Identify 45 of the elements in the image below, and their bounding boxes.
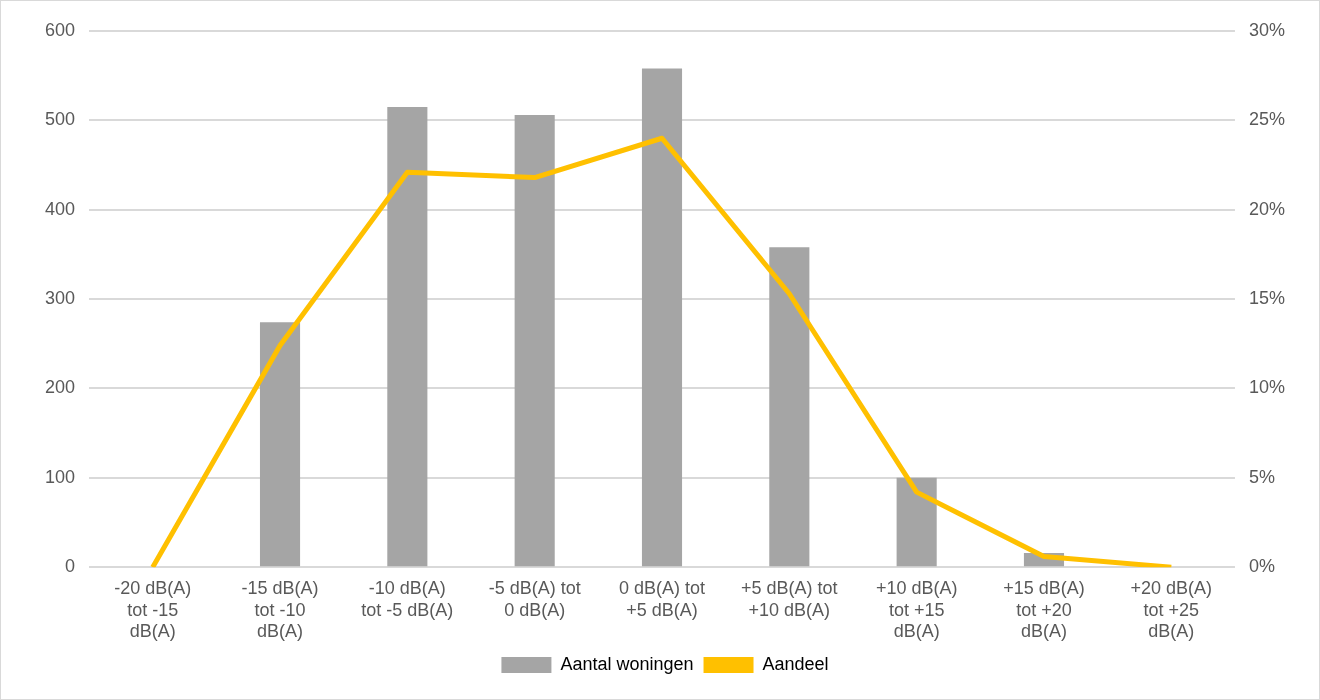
y2-tick-label: 5% [1248, 466, 1275, 487]
category-label: -20 dB(A) [114, 577, 192, 598]
category-label: tot +20 [1016, 599, 1072, 620]
legend-label: Aantal woningen [560, 653, 694, 674]
category-label: dB(A) [1148, 621, 1195, 642]
y2-tick-label: 20% [1248, 198, 1285, 219]
category-label: tot -10 [254, 599, 306, 620]
category-label: +10 dB(A) [748, 599, 831, 620]
bar [769, 247, 810, 567]
category-label: +10 dB(A) [875, 577, 958, 598]
y-tick-label: 400 [44, 198, 76, 219]
category-label: dB(A) [893, 621, 940, 642]
category-label: tot -5 dB(A) [361, 599, 454, 620]
category-label: dB(A) [129, 621, 176, 642]
category-label: 0 dB(A) [504, 599, 566, 620]
y2-tick-label: 30% [1248, 19, 1285, 40]
bar [641, 68, 683, 567]
y-tick-label: 0 [65, 556, 76, 577]
y-tick-label: 100 [44, 466, 76, 487]
category-label: dB(A) [257, 621, 304, 642]
category-label: -15 dB(A) [241, 577, 319, 598]
category-label: dB(A) [1020, 621, 1067, 642]
y-tick-label: 600 [44, 19, 76, 40]
y-tick-label: 300 [44, 288, 76, 309]
legend-label: Aandeel [762, 653, 829, 674]
category-label: -10 dB(A) [368, 577, 446, 598]
category-label: tot +25 [1143, 599, 1200, 620]
category-label: +15 dB(A) [1003, 577, 1085, 598]
category-label: tot +15 [888, 599, 945, 620]
bar [259, 322, 301, 567]
y-tick-label: 200 [44, 377, 76, 398]
bar [514, 115, 555, 567]
y2-tick-label: 0% [1248, 556, 1275, 577]
category-label: 0 dB(A) tot [618, 577, 706, 598]
y2-tick-label: 10% [1248, 377, 1285, 398]
y-tick-label: 500 [44, 109, 76, 130]
category-label: +5 dB(A) tot [741, 577, 838, 598]
bar [896, 477, 937, 567]
bar [387, 106, 428, 567]
y2-tick-label: 15% [1248, 288, 1285, 309]
category-label: +20 dB(A) [1130, 577, 1213, 598]
category-label: +5 dB(A) [626, 599, 698, 620]
y2-tick-label: 25% [1248, 109, 1285, 130]
category-label: -5 dB(A) tot [488, 577, 581, 598]
category-label: tot -15 [127, 599, 179, 620]
